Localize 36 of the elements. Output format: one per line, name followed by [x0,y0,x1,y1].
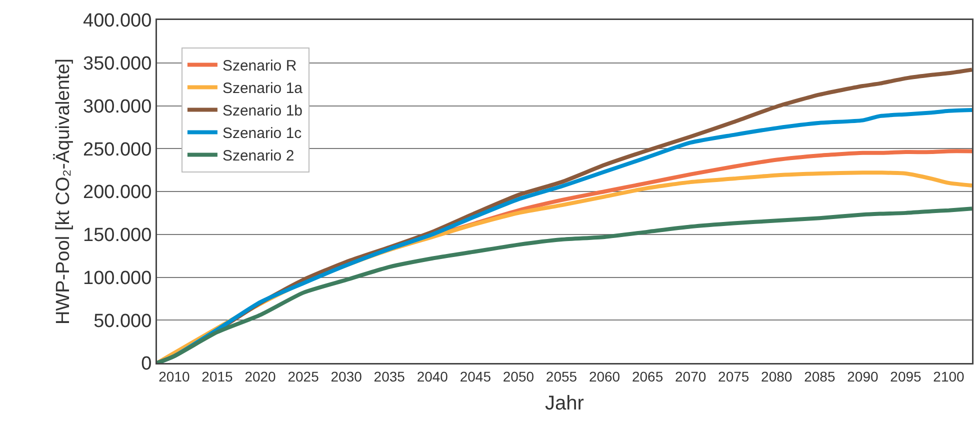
line-series [157,206,972,363]
x-tick-label: 2040 [416,368,448,384]
x-tick-label: 2055 [546,368,578,384]
x-tick-label: 2050 [502,368,534,384]
x-axis-title: Jahr [545,392,584,415]
y-tick-label: 250.000 [83,139,152,160]
y-tick-label: 350.000 [83,54,152,75]
y-tick-label: 150.000 [83,225,152,246]
legend-label: Szenario 2 [222,148,294,165]
legend-label: Szenario 1b [222,102,303,120]
x-tick-label: 2020 [244,368,276,384]
x-tick-label: 2010 [158,368,190,384]
y-axis-title: HWP-Pool [kt CO₂-Äquivalente] [53,58,74,325]
x-tick-label: 2045 [460,368,492,384]
y-tick-label: 0 [141,354,152,375]
x-tick-label: 2085 [804,368,836,384]
y-tick-label: 100.000 [83,268,152,289]
y-tick-label: 200.000 [83,182,152,204]
y-tick-label: 300.000 [83,96,152,118]
x-tick-label: 2035 [374,368,406,384]
x-tick-label: 2070 [675,368,706,384]
x-tick-label: 2030 [330,368,362,384]
x-tick-label: 2080 [761,368,792,384]
x-tick-label: 2065 [632,368,664,384]
legend-label: Szenario R [222,58,297,75]
y-tick-label: 400.000 [83,10,152,32]
legend-label: Szenario 1a [222,80,304,98]
x-tick-label: 2025 [288,368,320,384]
x-tick-label: 2100 [933,368,965,384]
x-tick-label: 2095 [890,368,922,384]
y-tick-label: 50.000 [94,310,152,332]
x-tick-label: 2060 [588,368,620,384]
x-tick-label: 2090 [847,368,878,384]
x-tick-label: 2075 [718,368,750,384]
legend-label: Szenario 1c [222,125,302,142]
x-tick-label: 2015 [202,368,234,384]
